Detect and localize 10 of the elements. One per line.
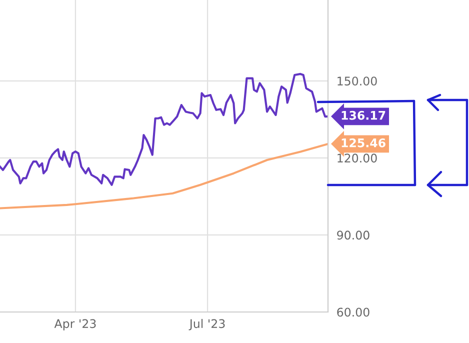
y-tick-label: 120.00 [338, 154, 377, 163]
line-series [0, 142, 328, 210]
x-tick-label: Apr '23 [54, 319, 96, 330]
x-tick-label: Jul '23 [188, 318, 225, 330]
y-tick-label: 60.00 [337, 308, 370, 317]
y-tick-label: 90.00 [337, 230, 370, 240]
y-tick-label: 150.00 [338, 76, 377, 86]
line-series [0, 72, 328, 186]
data-label: 136.17 [342, 110, 386, 120]
data-label: 125.46 [342, 138, 386, 148]
